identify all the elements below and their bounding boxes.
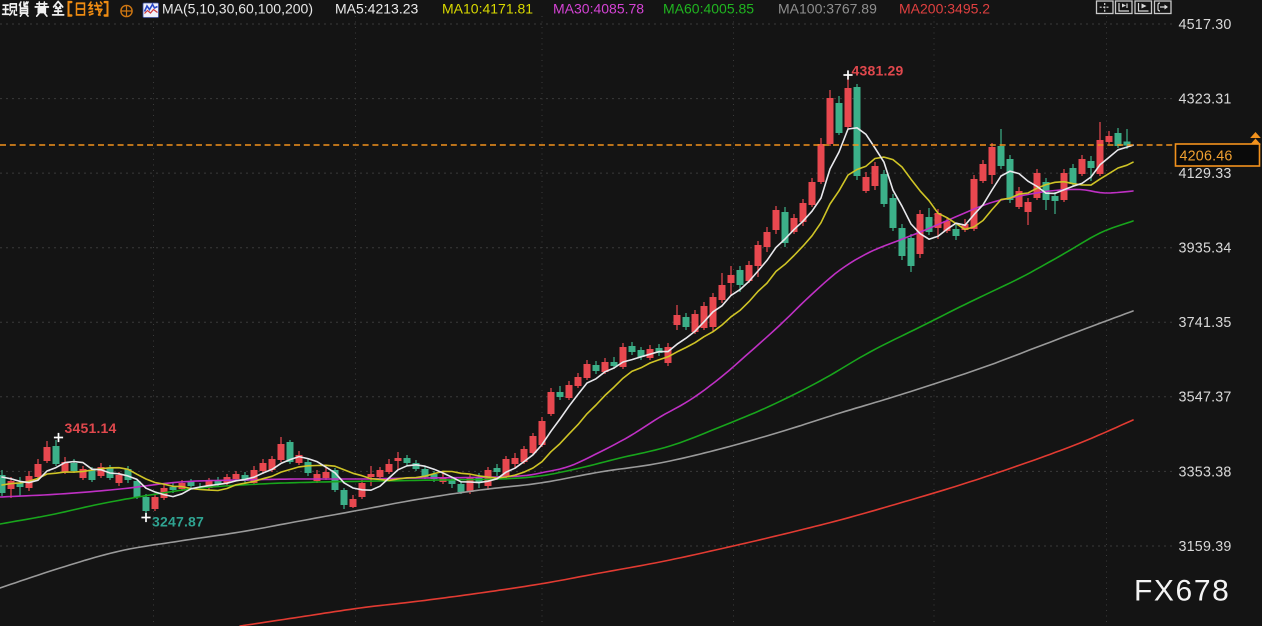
svg-text:3935.34: 3935.34 bbox=[1179, 241, 1232, 257]
svg-text:4323.31: 4323.31 bbox=[1179, 92, 1232, 108]
svg-text:3547.37: 3547.37 bbox=[1179, 390, 1232, 406]
svg-text:MA10:4171.81: MA10:4171.81 bbox=[442, 1, 533, 17]
svg-text:4517.30: 4517.30 bbox=[1179, 17, 1232, 33]
svg-text:MA5:4213.23: MA5:4213.23 bbox=[335, 1, 418, 17]
svg-text:FX678: FX678 bbox=[1134, 575, 1230, 608]
svg-text:MA60:4005.85: MA60:4005.85 bbox=[663, 1, 754, 17]
svg-text:4206.46: 4206.46 bbox=[1180, 149, 1233, 165]
svg-text:MA200:3495.2: MA200:3495.2 bbox=[899, 1, 990, 17]
svg-text:4381.29: 4381.29 bbox=[852, 63, 904, 79]
svg-text:MA(5,10,30,60,100,200): MA(5,10,30,60,100,200) bbox=[162, 1, 313, 17]
svg-text:3247.87: 3247.87 bbox=[152, 514, 204, 530]
svg-text:3159.39: 3159.39 bbox=[1179, 539, 1232, 555]
svg-text:MA30:4085.78: MA30:4085.78 bbox=[553, 1, 644, 17]
svg-text:3451.14: 3451.14 bbox=[65, 420, 117, 436]
svg-text:MA100:3767.89: MA100:3767.89 bbox=[778, 1, 877, 17]
svg-text:3353.38: 3353.38 bbox=[1179, 464, 1232, 480]
svg-text:3741.35: 3741.35 bbox=[1179, 315, 1232, 331]
svg-text:4129.33: 4129.33 bbox=[1179, 166, 1232, 182]
